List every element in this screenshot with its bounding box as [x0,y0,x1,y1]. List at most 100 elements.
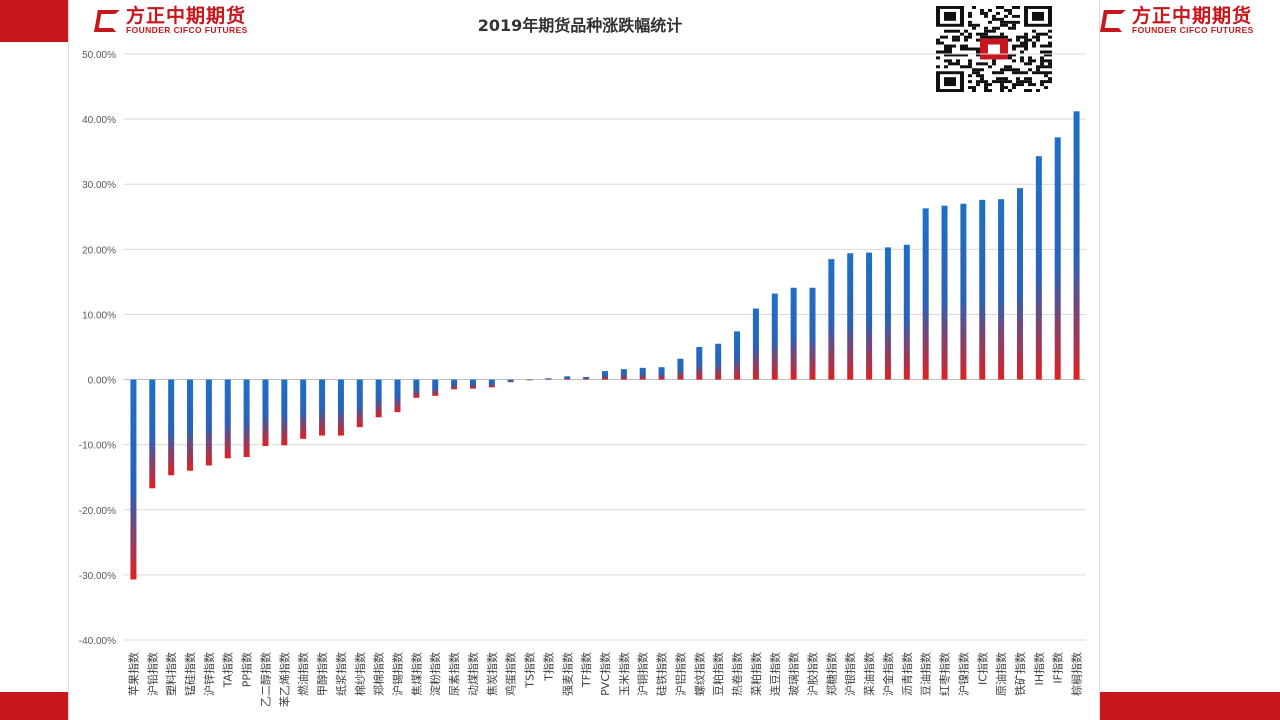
y-tick-label: 0.00% [88,376,116,387]
top-left-red-band [0,0,68,42]
bar [828,259,835,380]
bar [243,379,250,458]
bar [507,379,514,383]
bar [658,367,665,380]
x-tick-label: 强麦指数 [560,652,574,696]
bar [224,379,231,459]
x-tick-label: 锰硅指数 [183,652,197,696]
x-tick-label: 纸浆指数 [334,652,348,696]
bar [752,308,759,380]
x-tick-label: 豆油指数 [919,652,933,696]
bar [734,331,741,380]
bar [715,343,722,380]
x-tick-label: IF指数 [1051,652,1065,684]
x-tick-label: 甲醇指数 [315,652,329,696]
x-tick-label: 菜油指数 [862,652,876,696]
x-tick-label: 沪胶指数 [805,652,819,696]
x-tick-label: 焦煤指数 [409,652,423,696]
x-tick-label: 玉米指数 [617,652,631,696]
y-tick-label: -20.00% [79,506,116,517]
y-tick-label: 40.00% [82,115,116,126]
bar [394,379,401,413]
bar [677,358,684,380]
bar [847,253,854,380]
x-tick-label: IH指数 [1032,652,1046,686]
bar [979,199,986,380]
y-tick-label: 50.00% [82,50,116,61]
bar [337,379,344,436]
bar [922,208,929,380]
x-tick-label: 淀粉指数 [428,652,442,696]
bar [809,287,816,380]
x-tick-label: 尿素指数 [447,652,461,696]
bar [205,379,212,466]
bar [262,379,269,446]
x-tick-label: TS指数 [523,652,537,689]
bar [356,379,363,428]
bar [866,252,873,380]
bar [790,287,797,380]
x-tick-label: T指数 [541,652,555,682]
x-tick-label: 原油指数 [994,652,1008,696]
y-tick-label: 30.00% [82,180,116,191]
x-tick-label: 棕榈指数 [1070,652,1084,696]
x-tick-label: 沪铜指数 [636,652,650,696]
brand-logo-right: 方正中期期货 FOUNDER CIFCO FUTURES [1102,7,1254,35]
x-tick-label: 郑糖指数 [824,652,838,696]
x-tick-label: 菜粕指数 [749,652,763,696]
bar [451,379,458,390]
y-tick-label: -10.00% [79,441,116,452]
brand-name-cn: 方正中期期货 [1132,5,1253,27]
x-tick-label: TA指数 [221,652,235,688]
brand-logo: 方正中期期货 FOUNDER CIFCO FUTURES [96,7,248,35]
bar [413,379,420,398]
y-tick-label: 20.00% [82,245,116,256]
x-tick-label: 豆粕指数 [711,652,725,696]
bar [168,379,175,476]
bar [149,379,156,489]
y-tick-label: 10.00% [82,310,116,321]
bar [488,379,495,388]
bar [771,293,778,380]
x-tick-label: 螺纹指数 [692,652,706,696]
x-tick-label: 燃油指数 [296,652,310,696]
x-tick-label: 鸡蛋指数 [504,652,518,696]
bar [545,378,552,380]
bar [319,379,326,436]
bar [620,369,627,380]
bar [1073,111,1080,380]
x-tick-label: 沪银指数 [843,652,857,696]
x-tick-label: PVC指数 [598,652,612,696]
bar [281,379,288,446]
x-tick-label: 铁矿指数 [1013,652,1027,696]
bar [1016,188,1023,380]
bar [187,379,194,471]
x-tick-label: PP指数 [240,652,254,687]
bottom-right-red-band [1100,692,1280,720]
x-tick-label: 玻璃指数 [787,652,801,696]
x-tick-label: 沪锡指数 [391,652,405,696]
x-tick-label: 沪铅指数 [145,652,159,696]
bar [602,371,608,380]
brand-name-cn: 方正中期期货 [126,5,247,27]
bar [941,205,948,380]
bar [1054,137,1061,380]
x-tick-label: 塑料指数 [164,652,178,696]
x-tick-label: 沪金指数 [881,652,895,696]
x-tick-label: 沪镍指数 [956,652,970,696]
bar [1035,156,1042,380]
bar [300,379,307,439]
x-tick-label: 沪铝指数 [673,652,687,696]
x-tick-label: 苯乙烯指数 [277,652,291,707]
y-tick-label: -40.00% [79,636,116,647]
bar [696,347,703,380]
bar [469,379,476,389]
x-tick-label: 乙二醇指数 [258,652,272,707]
bottom-left-red-band [0,692,68,720]
x-tick-label: 动煤指数 [466,652,480,696]
x-tick-label: 硅铁指数 [655,652,669,696]
bar [564,376,571,380]
bar [432,379,439,396]
x-tick-label: 棉纱指数 [353,652,367,696]
